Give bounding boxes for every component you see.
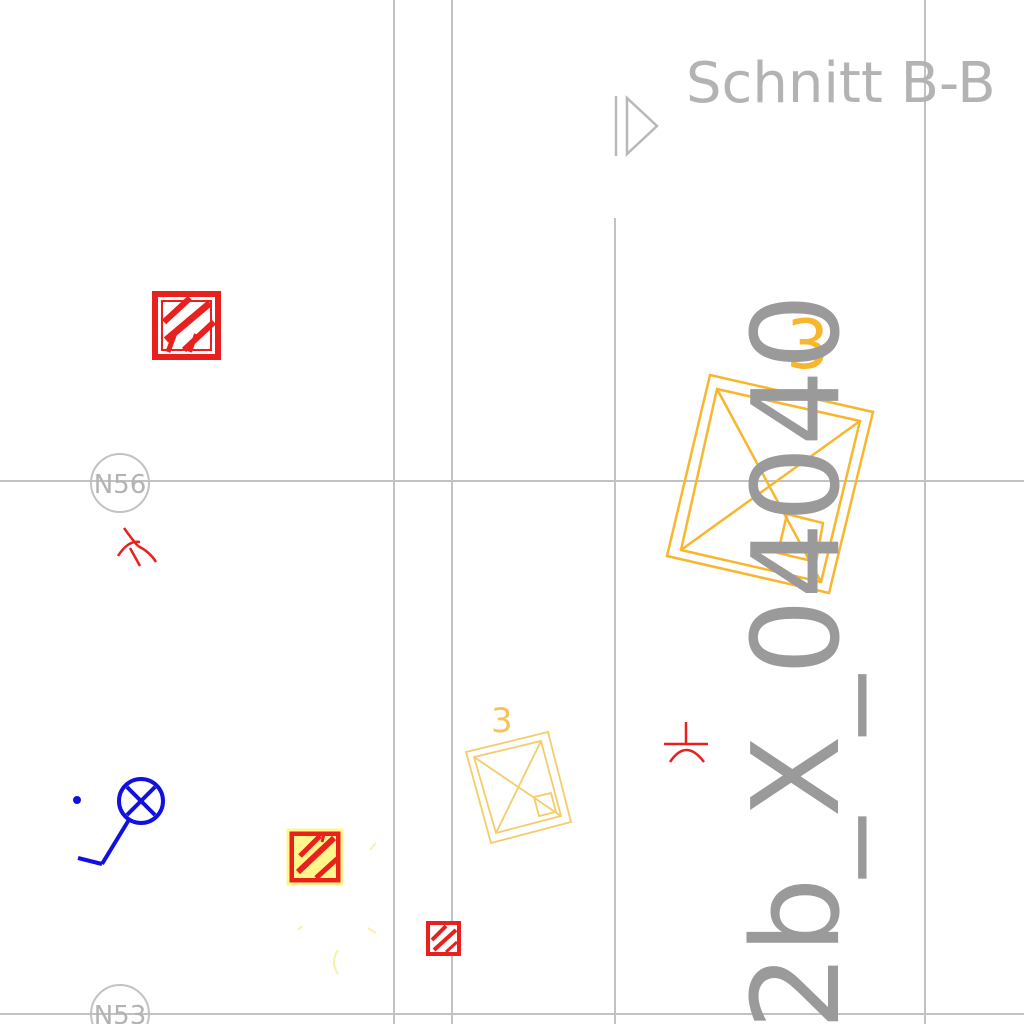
small-hip-roof-square-icon [464, 730, 573, 845]
vertical-drawing-code: 2b_X_04040 [728, 294, 867, 1024]
faint-yellow-marks [297, 842, 377, 975]
small-hatched-red-square-icon [426, 921, 461, 956]
section-title: Schnitt B-B [686, 51, 996, 116]
hip-roof-square-icon [665, 373, 875, 595]
grid-label-bottom: N53 [94, 1001, 147, 1024]
large-square-label: 3 [786, 306, 829, 385]
hatched-red-square-icon [152, 291, 221, 360]
section-arrow-icon [614, 95, 659, 157]
survey-point-icon [664, 722, 708, 763]
grid-label-top: N56 [94, 470, 147, 500]
tripod-symbol-icon [116, 527, 158, 567]
grid-axis-bubble-bottom: N53 [90, 984, 150, 1024]
grid-axis-bubble-top: N56 [90, 453, 150, 513]
small-square-label: 3 [491, 701, 513, 741]
hatched-yellow-square-icon [286, 828, 344, 886]
valve-symbol-icon [73, 777, 165, 866]
